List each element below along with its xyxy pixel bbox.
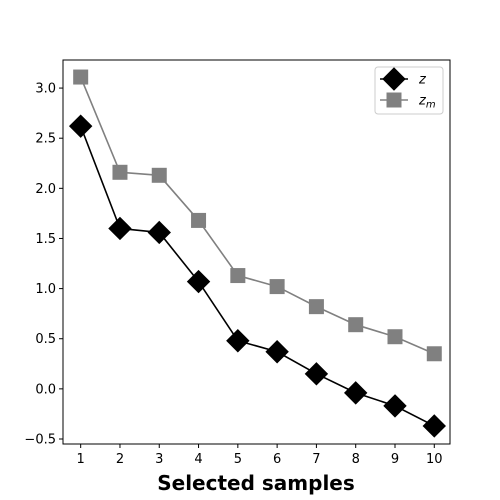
y-tick-label: 3.0 <box>35 82 56 97</box>
data-point-z_m <box>269 279 285 295</box>
series-z <box>68 114 446 438</box>
legend: zzm <box>374 66 444 115</box>
y-tick-label: 2.0 <box>35 182 56 197</box>
legend-marker-z_m <box>386 92 402 108</box>
x-axis: 1 2 3 4 5 6 7 8 9 10 <box>77 444 443 467</box>
legend-marker-z <box>382 67 406 91</box>
legend-label-base: z <box>418 73 427 88</box>
legend-label-z_m: zm <box>418 94 436 111</box>
x-tick-label: 5 <box>234 452 242 467</box>
x-tick-label: 8 <box>352 452 360 467</box>
y-tick-label: 0.5 <box>35 332 56 347</box>
series-layer <box>68 69 446 438</box>
data-point-z_m <box>73 69 89 85</box>
data-point-z <box>186 269 211 294</box>
legend-label-z: z <box>418 73 427 88</box>
data-point-z_m <box>348 317 364 333</box>
data-point-z <box>147 220 171 245</box>
x-tick-label: 9 <box>391 452 399 467</box>
data-point-z_m <box>112 164 128 180</box>
x-tick-label: 7 <box>312 452 320 467</box>
legend-label-subscript: m <box>426 100 436 111</box>
data-point-z <box>422 414 446 438</box>
x-tick-label: 4 <box>194 452 202 467</box>
data-point-z_m <box>151 167 167 183</box>
data-point-z <box>304 362 329 386</box>
x-tick-label: 3 <box>155 452 163 467</box>
series-z_m <box>73 69 442 362</box>
x-tick-label: 1 <box>77 452 85 467</box>
data-point-z_m <box>308 299 324 315</box>
x-tick-label: 10 <box>426 452 443 467</box>
plot-area <box>62 59 451 445</box>
data-point-z <box>343 381 368 405</box>
y-tick-label: 1.0 <box>35 282 56 297</box>
series-line-z_m <box>79 76 435 355</box>
plot-frame <box>62 59 451 445</box>
data-point-z <box>108 216 132 241</box>
x-tick-label: 6 <box>273 452 281 467</box>
y-tick-label: 1.5 <box>35 232 56 247</box>
data-point-z <box>265 340 289 364</box>
series-line-z <box>79 125 435 427</box>
data-point-z_m <box>230 268 246 284</box>
data-point-z <box>226 329 250 353</box>
data-point-z <box>383 394 407 418</box>
data-point-z_m <box>191 212 207 228</box>
y-tick-label: 0.0 <box>35 382 56 397</box>
y-tick-label: −0.5 <box>24 432 56 447</box>
data-point-z_m <box>387 329 403 345</box>
x-tick-label: 2 <box>116 452 124 467</box>
y-axis: −0.5 0.0 0.5 1.0 1.5 2.0 2.5 3.0 <box>24 82 63 447</box>
legend-label-base: z <box>418 94 427 109</box>
data-point-z <box>68 114 93 138</box>
data-point-z_m <box>426 346 442 362</box>
y-tick-label: 2.5 <box>35 132 56 147</box>
x-axis-label: Selected samples <box>157 471 355 495</box>
